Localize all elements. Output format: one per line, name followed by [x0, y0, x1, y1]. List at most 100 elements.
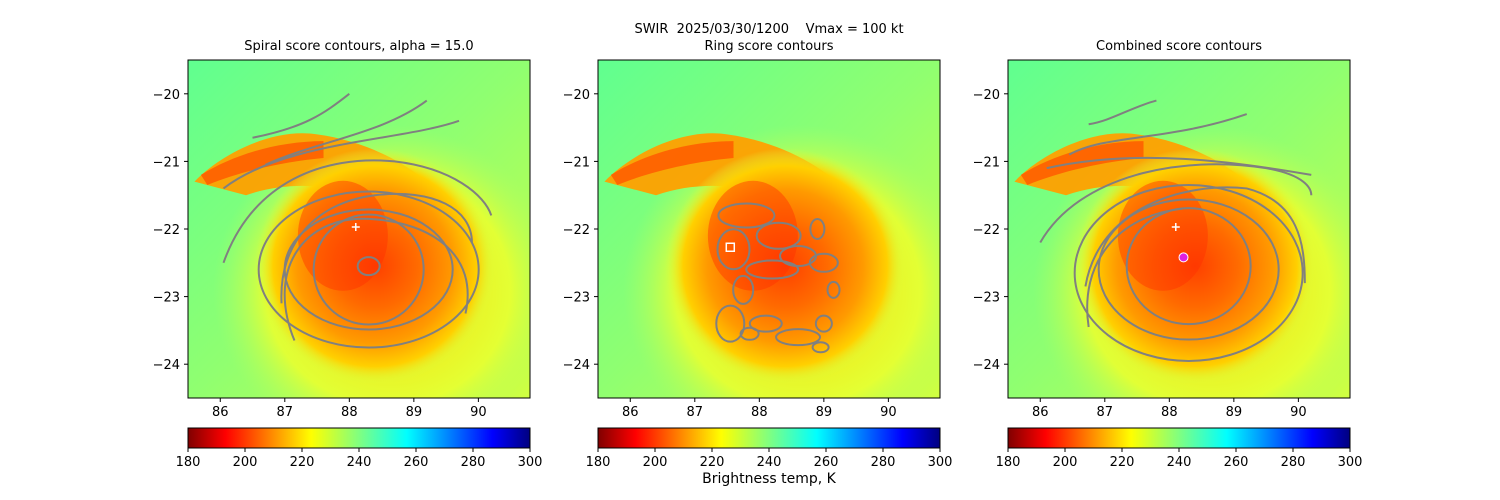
x-tick-label: 87	[1097, 405, 1114, 420]
y-tick-label: −24	[153, 358, 180, 373]
center-plus-marker	[1171, 222, 1180, 231]
ring-contour-6	[745, 259, 800, 280]
figure-suptitle: SWIR 2025/03/30/1200 Vmax = 100 kt	[634, 22, 904, 37]
colorbar-tick-label: 220	[290, 455, 315, 470]
ring-contour-3	[755, 221, 802, 250]
x-tick-label: 86	[622, 405, 639, 420]
cold-band-tops	[200, 141, 324, 186]
combined-contour-ring-2	[1097, 198, 1280, 341]
x-tick-label: 87	[687, 405, 704, 420]
colorbar-2	[597, 427, 941, 449]
colorbar-tick-label: 300	[1338, 455, 1363, 470]
x-tick-label: 90	[1290, 405, 1307, 420]
colorbar-tick-label: 200	[643, 455, 668, 470]
panel-3: 86 87 88 89 90 −20 −21 −22 −23 −24 180 200 220 240 260…	[973, 59, 1363, 470]
ring-contour-14	[739, 326, 760, 341]
x-tick-label: 88	[341, 405, 358, 420]
y-tick-label: −22	[563, 223, 590, 238]
center-plus-marker	[351, 222, 360, 231]
y-tick-label: −20	[973, 88, 1000, 103]
spiral-contour-3	[222, 119, 460, 190]
eyewall-cold-tops	[707, 180, 798, 291]
cold-band-tops	[610, 141, 734, 186]
plot-area-2	[598, 60, 940, 398]
panel-3-title: Combined score contours	[1096, 39, 1262, 54]
ring-contour-7	[732, 274, 755, 305]
panel-2: 86 87 88 89 90 −20 −21 −22 −23 −24 180 200 220 240 260…	[563, 59, 953, 470]
colorbar-tick-label: 220	[700, 455, 725, 470]
colorbar-tick-label: 280	[871, 455, 896, 470]
colorbar-label: Brightness temp, K	[702, 471, 836, 487]
colorbar-tick-label: 180	[176, 455, 201, 470]
x-tick-label: 88	[751, 405, 768, 420]
y-tick-label: −24	[563, 358, 590, 373]
x-tick-label: 86	[1032, 405, 1049, 420]
y-tick-label: −21	[973, 155, 1000, 170]
combined-contour-4	[1039, 163, 1313, 244]
panel-2-title: Ring score contours	[704, 39, 834, 54]
combined-contour-1	[1088, 99, 1157, 126]
spiral-contour-core	[356, 256, 381, 277]
ring-contour-9	[748, 314, 783, 333]
y-tick-label: −20	[563, 88, 590, 103]
colorbar-tick-label: 260	[814, 455, 839, 470]
y-tick-label: −21	[563, 155, 590, 170]
ring-contour-2	[716, 228, 751, 271]
y-tick-label: −20	[153, 88, 180, 103]
combined-contour-3	[1046, 156, 1312, 176]
x-tick-label: 89	[406, 405, 423, 420]
spiral-contour-4	[222, 159, 493, 264]
y-tick-label: −21	[153, 155, 180, 170]
panel-1: 86 87 88 89 90 −20 −21 −22 −23 −24 180 200 220 240 260…	[153, 59, 543, 470]
colorbar-tick-label: 300	[518, 455, 543, 470]
ring-contour-11	[814, 314, 833, 333]
eyewall-cold-tops	[297, 180, 388, 291]
spiral-contour-ring-1	[257, 190, 480, 349]
spiral-contour-2	[265, 99, 428, 166]
x-tick-label: 86	[212, 405, 229, 420]
ring-contour-8	[715, 304, 746, 343]
panel-1-title: Spiral score contours, alpha = 15.0	[244, 39, 474, 54]
colorbar-tick-label: 260	[404, 455, 429, 470]
x-tick-label: 89	[816, 405, 833, 420]
colorbar-tick-label: 240	[347, 455, 372, 470]
colorbar-tick-label: 200	[233, 455, 258, 470]
x-tick-label: 90	[470, 405, 487, 420]
plot-area-3	[1008, 60, 1350, 398]
ring-contour-10	[775, 328, 822, 347]
y-tick-label: −22	[153, 223, 180, 238]
x-tick-label: 89	[1226, 405, 1243, 420]
plot-area-1	[188, 60, 530, 398]
ring-contour-1	[717, 202, 776, 229]
colorbar-3	[1007, 427, 1351, 449]
combined-contour-6	[1086, 207, 1183, 328]
combined-contour-ring-1	[1073, 183, 1304, 362]
colorbar-tick-label: 240	[757, 455, 782, 470]
y-tick-label: −24	[973, 358, 1000, 373]
ring-contour-5	[808, 252, 839, 273]
colorbar-tick-label: 200	[1053, 455, 1078, 470]
combined-contour-ring-3	[1125, 207, 1252, 326]
colorbar-tick-label: 180	[586, 455, 611, 470]
y-tick-label: −23	[973, 291, 1000, 306]
ring-center-square-marker	[725, 242, 736, 253]
x-tick-label: 90	[880, 405, 897, 420]
y-tick-label: −23	[153, 291, 180, 306]
colorbar-tick-label: 240	[1167, 455, 1192, 470]
ring-contour-13	[809, 218, 826, 240]
spiral-contour-ring-3	[312, 213, 425, 326]
x-tick-label: 88	[1161, 405, 1178, 420]
colorbar-tick-label: 220	[1110, 455, 1135, 470]
y-tick-label: −23	[563, 291, 590, 306]
ring-contour-12	[826, 280, 841, 299]
ring-contour-15	[811, 341, 830, 354]
y-tick-label: −22	[973, 223, 1000, 238]
spiral-contour-1	[252, 93, 350, 139]
colorbar-tick-label: 260	[1224, 455, 1249, 470]
colorbar-tick-label: 300	[928, 455, 953, 470]
x-tick-label: 87	[277, 405, 294, 420]
colorbar-tick-label: 280	[1281, 455, 1306, 470]
colorbar-tick-label: 280	[461, 455, 486, 470]
cold-band-tops	[1020, 141, 1144, 186]
